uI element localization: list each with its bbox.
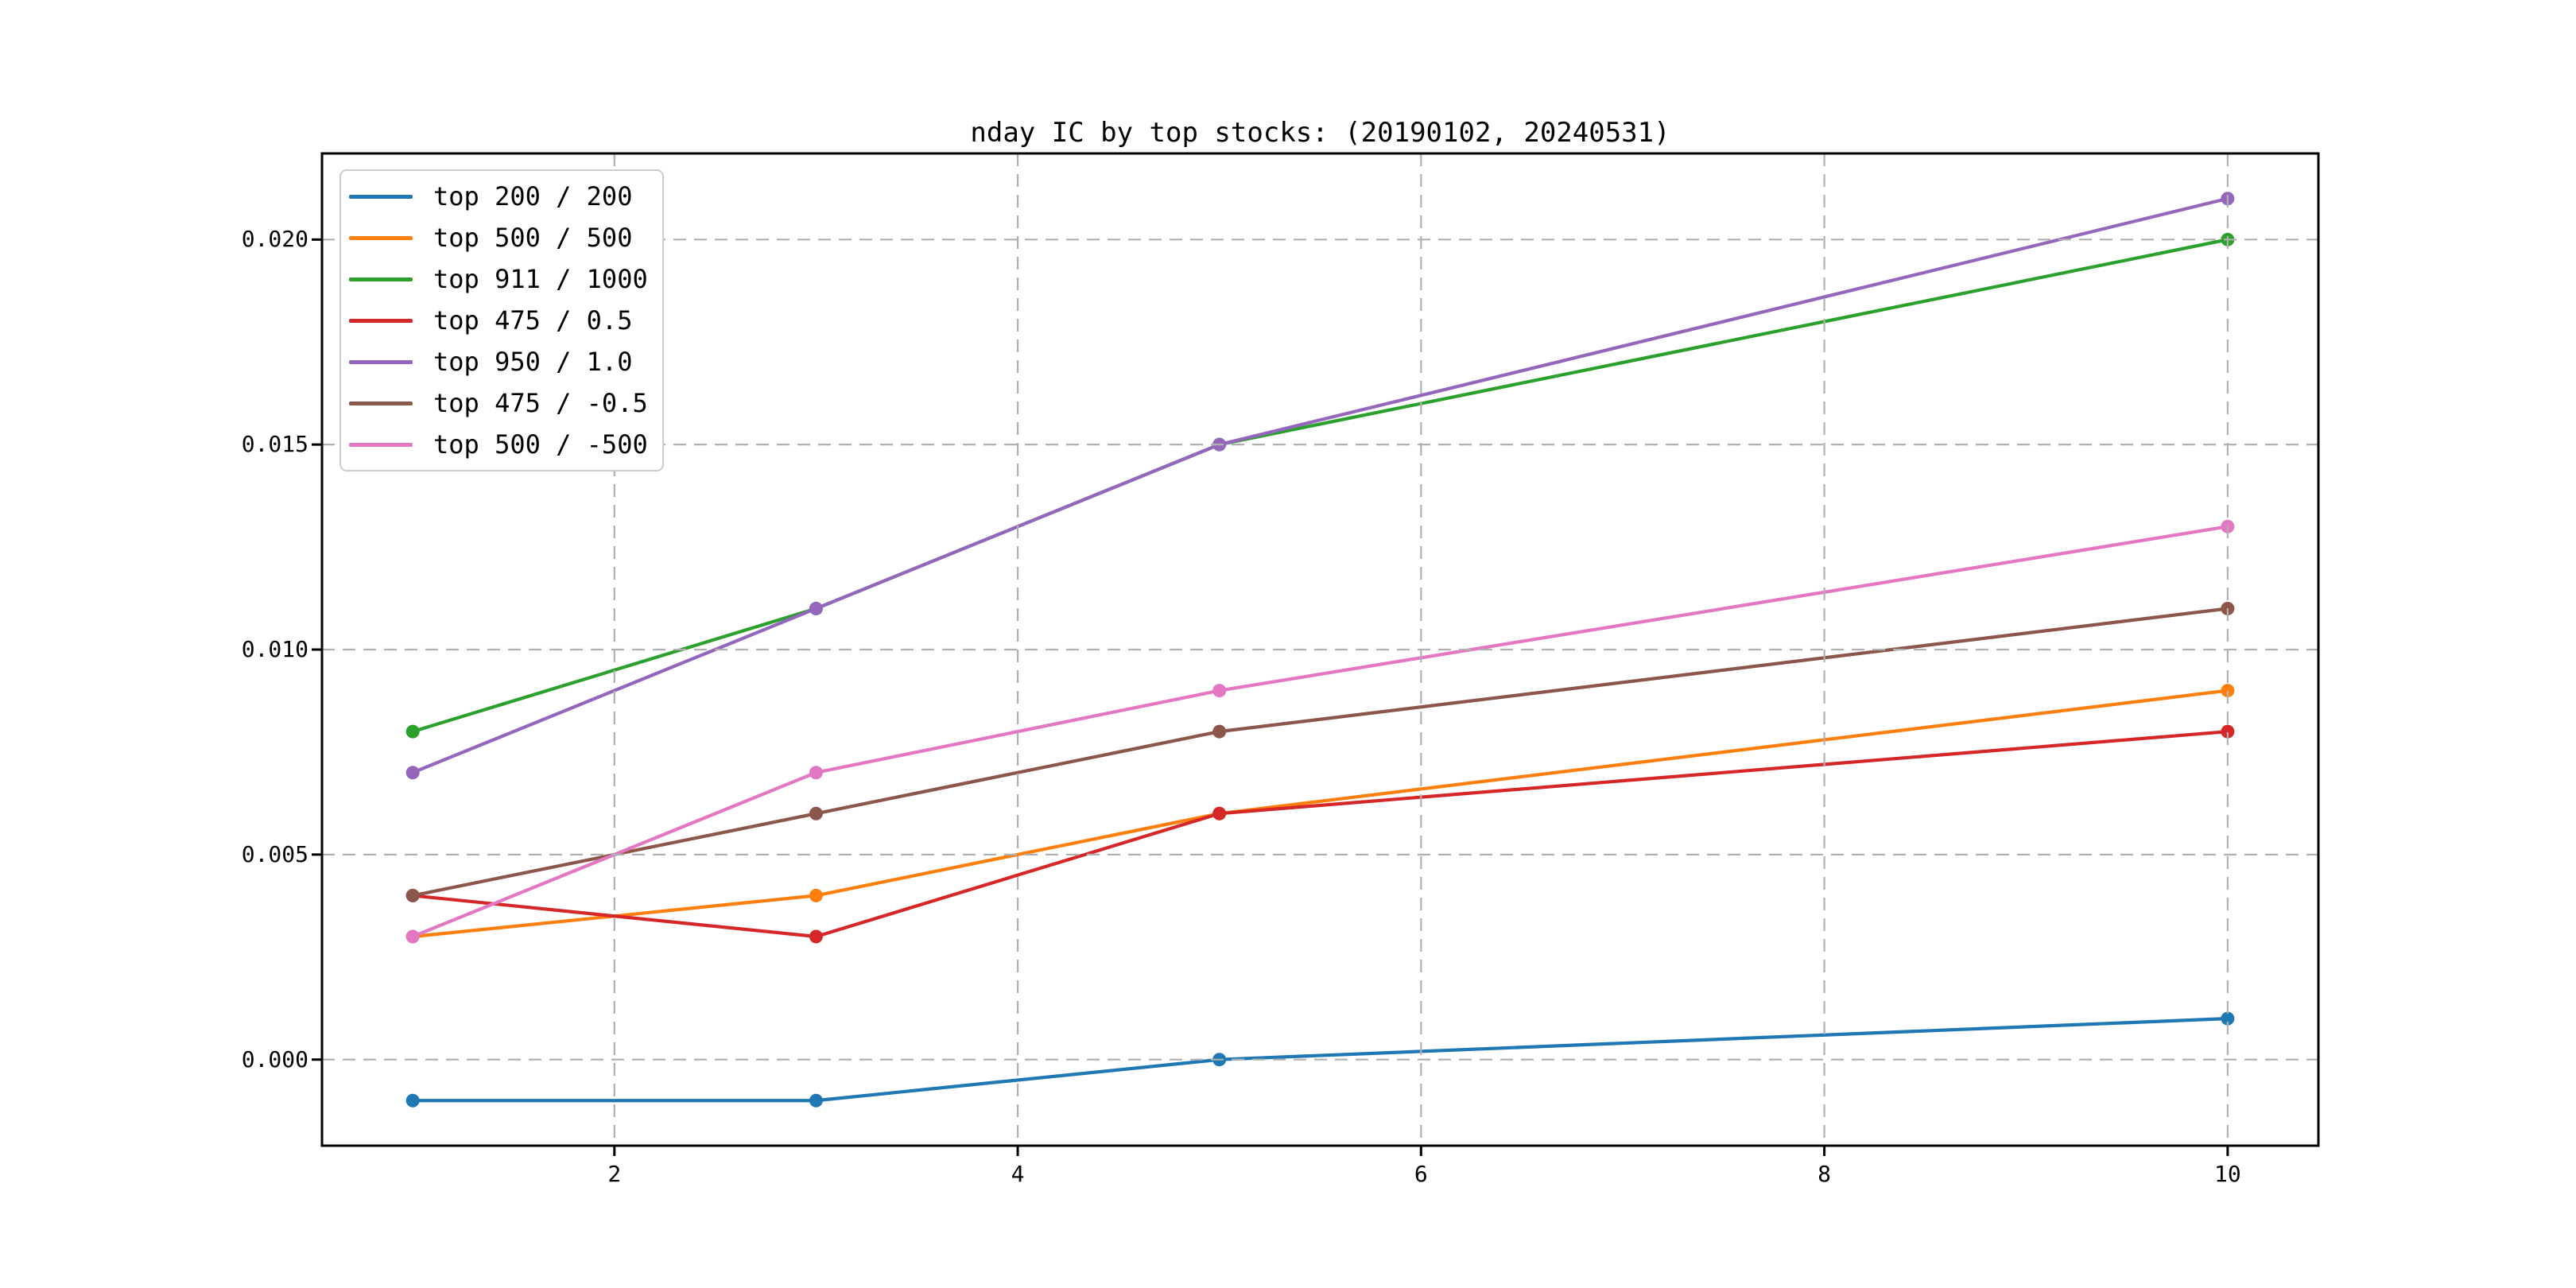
legend-row-top-475-0-5: top 475 / 0.5 <box>349 300 648 341</box>
data-point-marker <box>809 929 823 944</box>
tick-marks <box>312 238 2229 1156</box>
series-top-500-500 <box>405 684 2235 944</box>
plot-border <box>320 152 2320 1147</box>
series-line <box>411 196 2229 774</box>
legend-swatch-icon <box>349 401 413 405</box>
series-line <box>411 1017 2229 1103</box>
legend-label: top 200 / 200 <box>433 181 633 211</box>
data-point-marker <box>809 1093 823 1108</box>
data-point-marker <box>405 1093 420 1108</box>
chart-title: nday IC by top stocks: (20190102, 202405… <box>970 117 1670 149</box>
legend-swatch-icon <box>349 442 413 447</box>
data-point-marker <box>809 806 823 821</box>
y-tick-label-0.010: 0.010 <box>241 636 308 662</box>
series-line <box>411 730 2229 939</box>
data-point-marker <box>2221 724 2235 739</box>
legend-label: top 475 / 0.5 <box>433 305 633 336</box>
y-tick-label-0.000: 0.000 <box>241 1046 308 1073</box>
series-line <box>411 238 2229 734</box>
legend-row-top-475-0-5: top 475 / -0.5 <box>349 382 648 424</box>
legend-row-top-500-500: top 500 / 500 <box>349 217 648 258</box>
data-point-marker <box>1212 684 1227 698</box>
legend-swatch-icon <box>349 318 413 323</box>
data-point-marker <box>405 724 420 739</box>
x-tick-label-8: 8 <box>1818 1161 1832 1187</box>
series-top-200-200 <box>405 1011 2235 1108</box>
x-tick-label-2: 2 <box>607 1161 622 1187</box>
data-point-marker <box>809 601 823 615</box>
data-point-marker <box>405 929 420 944</box>
legend-swatch-icon <box>349 359 413 364</box>
legend-label: top 911 / 1000 <box>433 264 648 294</box>
x-tick-label-10: 10 <box>2214 1161 2241 1187</box>
legend-swatch-icon <box>349 194 413 199</box>
legend-row-top-500-500: top 500 / -500 <box>349 424 648 465</box>
x-tick-label-4: 4 <box>1011 1161 1025 1187</box>
legend-label: top 500 / -500 <box>433 429 648 460</box>
y-tick-label-0.015: 0.015 <box>241 431 308 458</box>
legend-row-top-950-1-0: top 950 / 1.0 <box>349 341 648 382</box>
legend-label: top 475 / -0.5 <box>433 388 648 418</box>
data-point-marker <box>2221 684 2235 698</box>
data-point-marker <box>1212 806 1227 821</box>
legend-swatch-icon <box>349 277 413 281</box>
series-line <box>411 525 2229 939</box>
legend: top 200 / 200 top 500 / 500 top 911 / 1000… <box>339 169 664 471</box>
data-point-marker <box>405 766 420 780</box>
y-tick-label-0.005: 0.005 <box>241 840 308 867</box>
series-top-950-1-0 <box>405 192 2235 780</box>
series-top-500-500 <box>405 519 2235 944</box>
legend-swatch-icon <box>349 235 413 240</box>
legend-label: top 500 / 500 <box>433 223 633 253</box>
y-tick-label-0.020: 0.020 <box>241 226 308 253</box>
legend-row-top-911-1000: top 911 / 1000 <box>349 258 648 300</box>
series-line <box>411 689 2229 939</box>
x-tick-label-6: 6 <box>1414 1161 1428 1187</box>
data-point-marker <box>2221 1011 2235 1026</box>
data-point-marker <box>809 766 823 780</box>
data-point-marker <box>809 888 823 902</box>
legend-row-top-200-200: top 200 / 200 <box>349 176 648 217</box>
legend-label: top 950 / 1.0 <box>433 347 633 377</box>
data-point-marker <box>405 888 420 902</box>
data-point-marker <box>1212 724 1227 739</box>
